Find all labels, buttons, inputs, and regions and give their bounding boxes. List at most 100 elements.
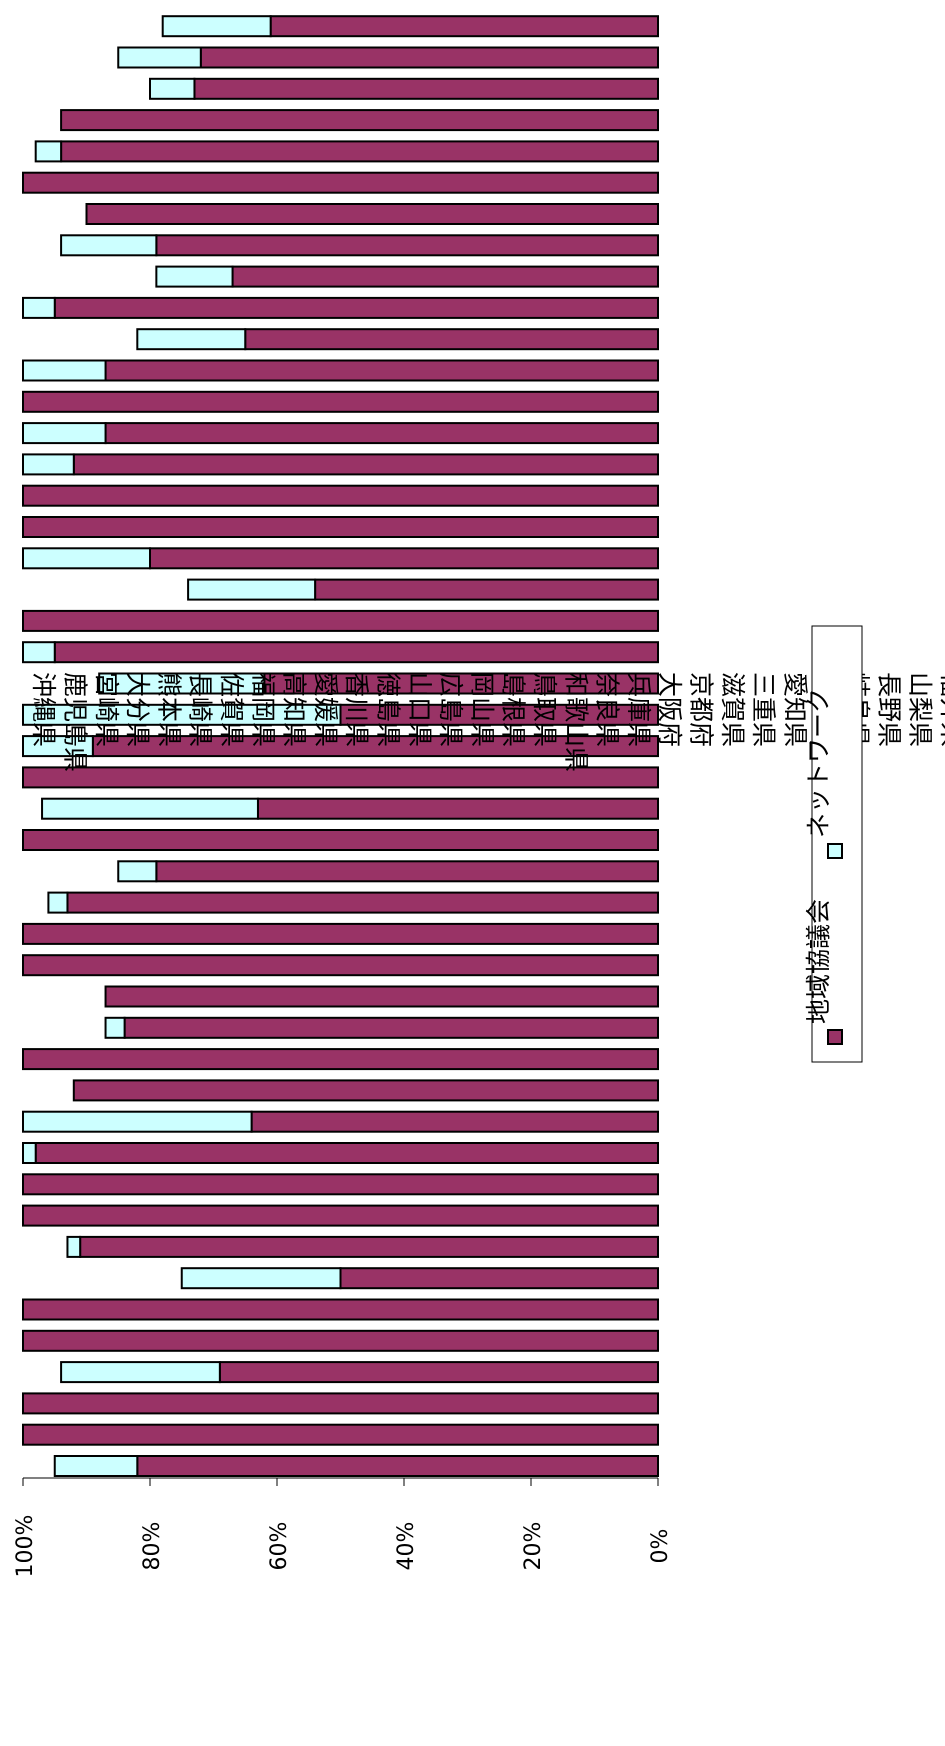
bar-network-3	[60, 1361, 221, 1384]
bar-chiiki-kyogikai-40	[85, 203, 659, 225]
category-label: 沖縄県	[29, 672, 58, 747]
category-label: 福岡県	[248, 672, 277, 747]
bar-chiiki-kyogikai-2	[22, 1392, 659, 1415]
bar-network-19	[117, 860, 158, 883]
bar-chiiki-kyogikai-43	[60, 109, 660, 132]
bar-layer	[22, 15, 660, 1477]
legend-label: ネットワーク	[804, 688, 833, 838]
bar-chiiki-kyogikai-42	[60, 140, 660, 163]
category-label: 京都府	[687, 672, 716, 747]
bar-chiiki-kyogikai-14	[123, 1016, 660, 1039]
bar-chiiki-kyogikai-1	[22, 1423, 659, 1446]
bar-chiiki-kyogikai-38	[231, 265, 660, 288]
bar-chiiki-kyogikai-27	[22, 609, 659, 632]
bar-chiiki-kyogikai-12	[72, 1079, 660, 1102]
category-label: 長野県	[874, 672, 903, 747]
bar-chiiki-kyogikai-31	[22, 484, 659, 507]
value-tick-label: 100%	[13, 1515, 38, 1578]
legend-swatch	[827, 1029, 843, 1045]
value-axis: 0% 20% 40% 60% 80% 100%	[13, 1477, 673, 1578]
bar-network-36	[136, 328, 247, 351]
value-tick-label: 80%	[140, 1522, 165, 1571]
category-labels: 北海道青森県岩手県宮城県秋田県山形県福島県茨城県栃木県群馬県埼玉県千葉県東京都神…	[29, 672, 945, 772]
bar-network-29	[22, 547, 151, 570]
bar-network-26	[22, 641, 56, 664]
legend-swatch	[827, 843, 843, 859]
bar-chiiki-kyogikai-26	[53, 641, 659, 664]
bar-network-42	[34, 140, 63, 163]
bar-network-33	[22, 422, 107, 445]
category-label: 三重県	[749, 672, 778, 747]
bar-chiiki-kyogikai-20	[22, 829, 659, 851]
bar-chiiki-kyogikai-4	[22, 1329, 659, 1352]
bar-chiiki-kyogikai-45	[199, 46, 660, 69]
category-label: 香川県	[342, 672, 371, 747]
bar-chiiki-kyogikai-21	[256, 797, 659, 820]
category-label: 愛知県	[780, 672, 809, 747]
bar-chiiki-kyogikai-46	[269, 15, 659, 38]
bar-chiiki-kyogikai-6	[339, 1267, 659, 1290]
category-label: 長崎県	[186, 672, 215, 747]
bar-chiiki-kyogikai-33	[104, 422, 660, 445]
category-label: 徳島県	[374, 672, 403, 747]
category-label: 宮崎県	[92, 672, 121, 747]
bar-chiiki-kyogikai-17	[22, 922, 659, 945]
category-label: 奈良県	[593, 672, 622, 747]
bar-network-10	[22, 1142, 37, 1164]
bar-chiiki-kyogikai-3	[218, 1361, 659, 1384]
bar-chiiki-kyogikai-37	[53, 296, 659, 319]
category-label: 滋賀県	[718, 672, 747, 747]
bar-network-35	[22, 359, 107, 382]
bar-network-37	[22, 296, 56, 319]
category-label: 福井県	[937, 672, 945, 747]
bar-chiiki-kyogikai-36	[244, 328, 659, 351]
bar-chiiki-kyogikai-22	[22, 766, 659, 789]
category-label: 大阪府	[655, 672, 684, 747]
bar-chiiki-kyogikai-7	[79, 1235, 659, 1258]
bar-chiiki-kyogikai-35	[104, 359, 660, 382]
bar-network-7	[66, 1235, 82, 1258]
value-tick-label: 40%	[394, 1522, 419, 1571]
legend-label: 地域協議会	[804, 899, 833, 1024]
bar-chiiki-kyogikai-11	[250, 1110, 659, 1133]
bar-network-11	[22, 1110, 253, 1133]
bar-chiiki-kyogikai-8	[22, 1204, 659, 1227]
bar-network-6	[180, 1267, 342, 1290]
bar-network-38	[155, 265, 234, 288]
category-label: 岡山県	[467, 672, 496, 747]
bar-network-23	[22, 735, 94, 758]
category-label: 愛媛県	[311, 672, 340, 747]
bar-network-39	[60, 234, 158, 257]
bar-network-18	[47, 891, 69, 914]
bar-chiiki-kyogikai-28	[314, 578, 659, 601]
bar-chiiki-kyogikai-34	[22, 390, 659, 413]
bar-chiiki-kyogikai-30	[22, 516, 659, 538]
bar-chiiki-kyogikai-13	[22, 1048, 659, 1071]
category-label: 大分県	[123, 672, 152, 747]
category-label: 山梨県	[906, 672, 935, 747]
bar-network-21	[41, 797, 259, 820]
value-tick-label: 60%	[267, 1522, 292, 1571]
category-label: 鹿児島県	[61, 672, 90, 772]
category-label: 山口県	[405, 672, 434, 747]
category-label: 熊本県	[154, 672, 183, 747]
bar-chiiki-kyogikai-15	[104, 985, 660, 1008]
bar-chiiki-kyogikai-19	[155, 860, 659, 883]
bar-network-25	[98, 672, 266, 695]
bar-network-14	[104, 1016, 126, 1039]
bar-chiiki-kyogikai-44	[193, 77, 659, 100]
category-label: 島根県	[499, 672, 528, 747]
bar-network-32	[22, 453, 75, 476]
category-label: 鳥取県	[530, 672, 559, 747]
legend: 地域協議会 ネットワーク	[804, 625, 863, 1063]
category-label: 高知県	[280, 672, 309, 747]
bar-chiiki-kyogikai-29	[149, 547, 659, 570]
bar-network-46	[161, 15, 272, 38]
bar-chiiki-kyogikai-18	[66, 891, 659, 914]
category-label: 兵庫県	[624, 672, 653, 747]
bar-chiiki-kyogikai-41	[22, 171, 659, 194]
bar-chiiki-kyogikai-16	[22, 954, 659, 977]
value-tick-label: 0%	[648, 1529, 673, 1564]
bar-chiiki-kyogikai-9	[22, 1173, 659, 1196]
